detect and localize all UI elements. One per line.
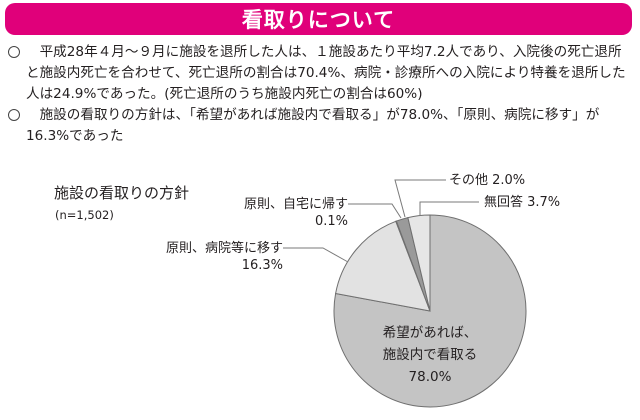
label-byouin-value: 16.3% bbox=[241, 258, 283, 273]
label-jitaku-name: 原則、自宅に帰す bbox=[243, 197, 348, 212]
slice-byouin bbox=[335, 220, 431, 312]
label-byouin-name: 原則、病院等に移す bbox=[165, 241, 283, 256]
label-sonota: その他 2.0% bbox=[449, 173, 526, 188]
label-kibou-line2: 施設内で看取る bbox=[382, 347, 478, 363]
slice-mukaitou bbox=[407, 214, 431, 312]
label-kibou: 希望があれば、 施設内で看取る 78.0% bbox=[368, 322, 492, 388]
label-kibou-line1: 希望があれば、 bbox=[382, 325, 478, 341]
circle-bullet-icon bbox=[8, 109, 20, 121]
label-jitaku: 原則、自宅に帰す 0.1% bbox=[244, 196, 348, 230]
bullet-item: 施設の看取りの方針は、「希望があれば施設内で看取る」が78.0%、「原則、病院に… bbox=[6, 105, 634, 147]
circle-bullet-icon bbox=[8, 46, 20, 58]
label-kibou-value: 78.0% bbox=[408, 369, 452, 385]
label-byouin: 原則、病院等に移す 16.3% bbox=[166, 240, 283, 274]
label-jitaku-value: 0.1% bbox=[314, 214, 348, 229]
bullet-text: 施設の看取りの方針は、「希望があれば施設内で看取る」が78.0%、「原則、病院に… bbox=[26, 107, 600, 144]
leader-lines bbox=[283, 179, 479, 263]
chart-sample-size: (n=1,502) bbox=[55, 208, 114, 222]
section-header: 看取りについて bbox=[5, 3, 632, 35]
bullet-text: 平成28年４月～９月に施設を退所した人は、１施設あたり平均7.2人であり、入院後… bbox=[26, 44, 626, 102]
section-title: 看取りについて bbox=[241, 8, 396, 32]
bullet-item: 平成28年４月～９月に施設を退所した人は、１施設あたり平均7.2人であり、入院後… bbox=[6, 42, 634, 105]
chart-title: 施設の看取りの方針 bbox=[54, 184, 190, 202]
slice-kibou bbox=[333, 214, 527, 408]
summary-bullets: 平成28年４月～９月に施設を退所した人は、１施設あたり平均7.2人であり、入院後… bbox=[6, 42, 634, 147]
label-mukaitou: 無回答 3.7% bbox=[484, 195, 561, 210]
